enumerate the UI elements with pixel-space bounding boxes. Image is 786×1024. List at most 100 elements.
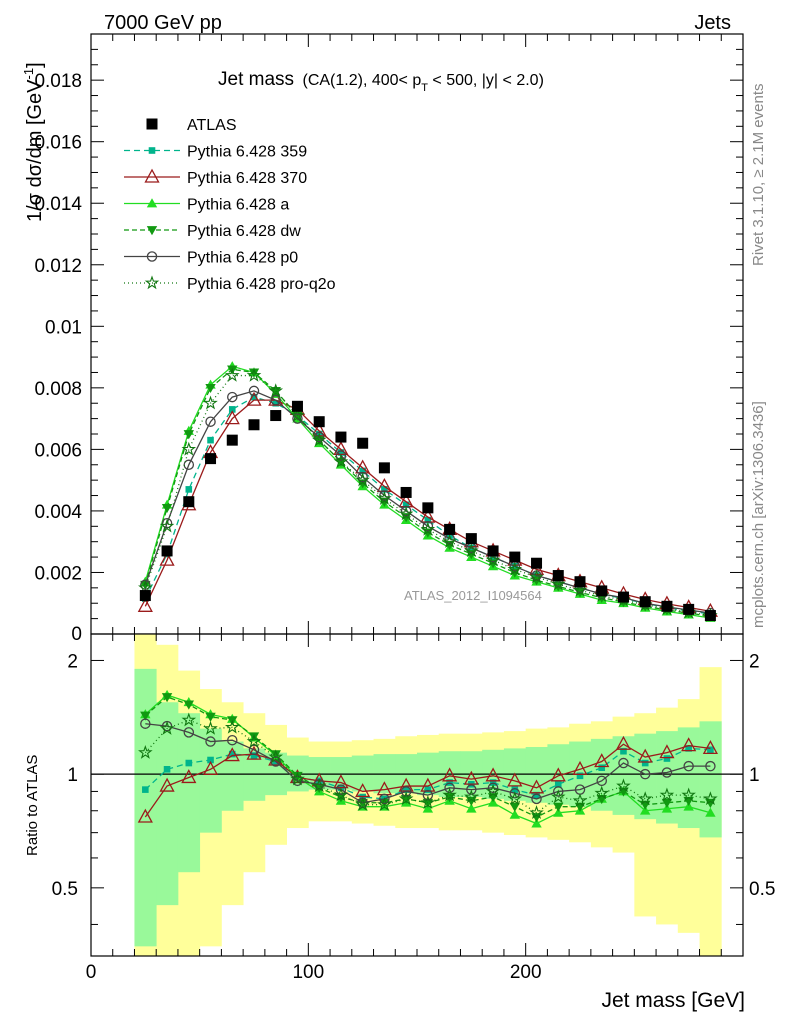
ratio-series-2-point — [466, 803, 477, 813]
ratio-series-1-point — [159, 777, 175, 792]
main-y-tick-label: 0.002 — [34, 563, 82, 584]
ratio-series-2-point — [531, 818, 542, 828]
main-series-5-point — [507, 561, 523, 576]
ratio-series-0-point — [402, 786, 410, 793]
ratio-series-4-point — [335, 784, 347, 795]
atlas-data-point — [313, 416, 325, 428]
ratio-series-5-point — [224, 719, 240, 734]
legend-marker — [144, 275, 160, 290]
ratio-series-3-point — [140, 711, 151, 721]
legend-entry: Pythia 6.428 p0 — [124, 250, 298, 267]
ratio-series-1-point — [702, 740, 718, 755]
main-series-5-point — [159, 518, 175, 533]
main-series-0-point — [207, 436, 214, 444]
ratio-series-0-point — [620, 747, 627, 755]
header-jets: Jets — [694, 12, 731, 34]
ratio-series-4-point — [618, 757, 629, 769]
ratio-series-5-point — [246, 733, 262, 748]
ratio-series-0-point — [685, 745, 692, 752]
legend-marker — [146, 118, 158, 130]
main-series-0-point — [337, 449, 345, 456]
ratio-plot-panel: 0.5 0.5 1 1 2 2 0 100 200 Ratio to ATLAS Jet mas… — [24, 633, 775, 1012]
ratio-series-1-point — [355, 783, 371, 798]
ratio-series-4-point — [292, 775, 303, 787]
ratio-axis-ticks — [90, 634, 744, 956]
ratio-series-1-point — [594, 753, 610, 768]
legend-entry: Pythia 6.428 a — [124, 197, 289, 214]
main-y-tick-label: 0.016 — [34, 133, 82, 154]
main-y-axis-label-close: ] — [24, 62, 46, 68]
main-series-5-point — [203, 395, 218, 410]
main-y-axis-label-text: 1/σ dσ/dm [GeV — [24, 79, 46, 222]
x-axis-label: Jet mass [GeV] — [601, 989, 745, 1012]
main-series-5-point — [377, 490, 392, 505]
uncertainty-band-inner — [134, 668, 157, 947]
ratio-series-4-point — [466, 784, 477, 795]
main-series-5-point — [464, 543, 479, 558]
ratio-series-5-point — [659, 787, 675, 802]
legend-label: Pythia 6.428 p0 — [187, 250, 298, 267]
main-series-1-point — [224, 410, 240, 425]
ratio-series-5-point — [681, 787, 696, 802]
ratio-series-0-point — [707, 746, 714, 754]
ratio-y-tick-label: 1 — [67, 765, 78, 786]
atlas-data-point — [270, 410, 282, 422]
ratio-series-4-point — [661, 767, 673, 778]
ratio-series-4-point — [227, 734, 238, 746]
main-series-5-point — [224, 367, 240, 382]
main-series-1-point — [311, 422, 327, 437]
uncertainty-band-inner — [677, 727, 700, 829]
ratio-series-5-point — [355, 797, 370, 811]
plot-title-sub-T: T — [421, 82, 428, 94]
ratio-series-5-point — [529, 805, 544, 820]
atlas-data-point — [552, 570, 564, 582]
ratio-series-3-point — [205, 712, 216, 722]
legend-entry: Pythia 6.428 370 — [124, 168, 307, 187]
ratio-series-0-point — [489, 779, 497, 786]
atlas-data-point — [226, 434, 238, 446]
ratio-series-5-point — [377, 797, 392, 811]
ratio-series-2-point — [509, 809, 520, 819]
ratio-series-0-point — [424, 786, 432, 793]
uncertainty-band-inner — [612, 736, 635, 815]
ratio-series-0-point — [576, 772, 584, 780]
ratio-series-line-1 — [144, 743, 711, 818]
ratio-series-4-point — [422, 789, 434, 801]
main-series-4-point — [292, 413, 303, 424]
atlas-data-point — [400, 486, 412, 498]
ratio-series-5-point — [550, 789, 566, 804]
main-y-axis-label-sup: -1 — [21, 68, 36, 80]
main-series-0-point — [228, 406, 236, 413]
atlas-data-point — [139, 590, 151, 602]
main-series-4-point — [140, 579, 151, 591]
main-series-5-point — [333, 454, 349, 468]
main-y-tick-label: 0.012 — [34, 256, 82, 277]
ratio-y-tick-label-right: 1 — [749, 765, 760, 786]
ratio-series-3-point — [661, 798, 673, 808]
ratio-series-5-point — [637, 791, 653, 806]
ratio-series-5-point — [616, 778, 631, 793]
legend-marker — [146, 226, 158, 236]
main-series-5-point — [398, 506, 414, 521]
main-series-0-point — [359, 467, 366, 475]
ratio-series-5-point — [333, 787, 349, 802]
ratio-y-tick-label: 2 — [67, 651, 78, 672]
ratio-series-0-point — [163, 765, 171, 773]
main-data-layer — [137, 361, 718, 622]
main-series-5-point — [572, 582, 588, 597]
ratio-series-4-point — [183, 727, 195, 738]
header-energy: 7000 GeV pp — [104, 12, 222, 34]
uncertainty-band-inner — [156, 702, 179, 906]
ratio-series-1-point — [507, 772, 523, 787]
x-tick-label: 0 — [86, 962, 97, 983]
atlas-data-point — [335, 431, 347, 443]
main-series-5-point — [485, 552, 501, 567]
ratio-series-1-point — [681, 737, 697, 752]
main-axis-ticks — [90, 33, 744, 635]
ratio-series-5-point — [311, 778, 327, 793]
ratio-series-3-point — [183, 700, 194, 710]
atlas-data-point — [574, 576, 586, 588]
ratio-series-0-point — [446, 779, 453, 786]
main-y-tick-label: 0.008 — [34, 379, 82, 400]
ratio-series-0-point — [142, 786, 149, 793]
